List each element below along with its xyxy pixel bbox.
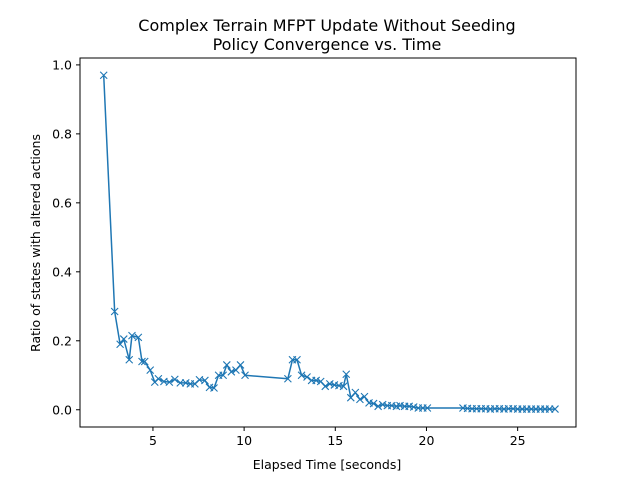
- data-point-marker: [146, 366, 155, 374]
- x-tick-label: 20: [419, 433, 435, 448]
- data-point-marker: [134, 333, 143, 342]
- x-tick-label: 10: [236, 433, 252, 448]
- x-tick-label: 15: [327, 433, 343, 448]
- data-point-marker: [227, 367, 236, 376]
- data-point-marker: [293, 355, 301, 364]
- data-point-marker: [378, 400, 387, 409]
- data-point-marker: [325, 380, 334, 388]
- data-point-marker: [176, 378, 185, 387]
- data-point-marker: [99, 71, 108, 80]
- data-point-marker: [119, 335, 128, 343]
- data-point-marker: [423, 404, 432, 412]
- data-point-marker: [303, 373, 311, 381]
- data-point-marker: [551, 405, 559, 413]
- plot-area: 5 10 15 20 25 0.0 0.2 0.4 0.6 0.8 1.0: [52, 57, 577, 448]
- y-tick-label: 1.0: [52, 57, 72, 72]
- y-tick-label: 0.6: [52, 195, 72, 210]
- data-point-marker: [201, 376, 209, 385]
- axes-frame: [79, 57, 577, 428]
- y-tick-label: 0.0: [52, 402, 72, 417]
- data-point-marker: [374, 402, 383, 411]
- data-point-marker: [356, 395, 364, 404]
- data-point-marker: [312, 376, 321, 385]
- y-tick-label: 0.4: [52, 264, 72, 279]
- chart-title-line-1: Complex Terrain MFPT Update Without Seed…: [138, 16, 515, 35]
- data-point-marker: [165, 378, 174, 387]
- data-point-marker: [297, 371, 306, 380]
- data-point-marker: [154, 374, 163, 383]
- data-point-marker: [210, 384, 218, 392]
- data-point-marker: [409, 403, 418, 411]
- data-point-marker: [170, 375, 179, 384]
- data-point-marker: [369, 399, 378, 408]
- data-point-marker: [116, 340, 125, 349]
- data-point-marker: [339, 382, 348, 391]
- data-point-marker: [181, 378, 190, 387]
- data-point-marker: [236, 361, 245, 369]
- data-point-marker: [128, 331, 136, 340]
- data-point-marker: [241, 371, 249, 380]
- data-point-marker: [138, 357, 146, 366]
- data-point-marker: [283, 374, 292, 383]
- data-point-marker: [219, 371, 228, 380]
- x-tick-label: 25: [510, 433, 526, 448]
- data-point-marker: [222, 361, 231, 369]
- x-tick-label: 5: [149, 433, 157, 448]
- x-axis-label: Elapsed Time [seconds]: [253, 457, 402, 472]
- data-point-marker: [110, 307, 119, 316]
- data-point-marker: [342, 370, 351, 379]
- chart-title-line-2: Policy Convergence vs. Time: [213, 35, 442, 54]
- data-point-marker: [125, 355, 134, 364]
- data-point-marker: [140, 357, 149, 366]
- y-axis-label: Ratio of states with altered actions: [28, 134, 43, 352]
- y-tick-label: 0.2: [52, 333, 72, 348]
- data-point-marker: [321, 382, 330, 391]
- data-point-marker: [360, 392, 369, 401]
- y-tick-label: 0.8: [52, 126, 72, 141]
- data-point-marker: [351, 388, 360, 397]
- data-point-marker: [545, 405, 554, 413]
